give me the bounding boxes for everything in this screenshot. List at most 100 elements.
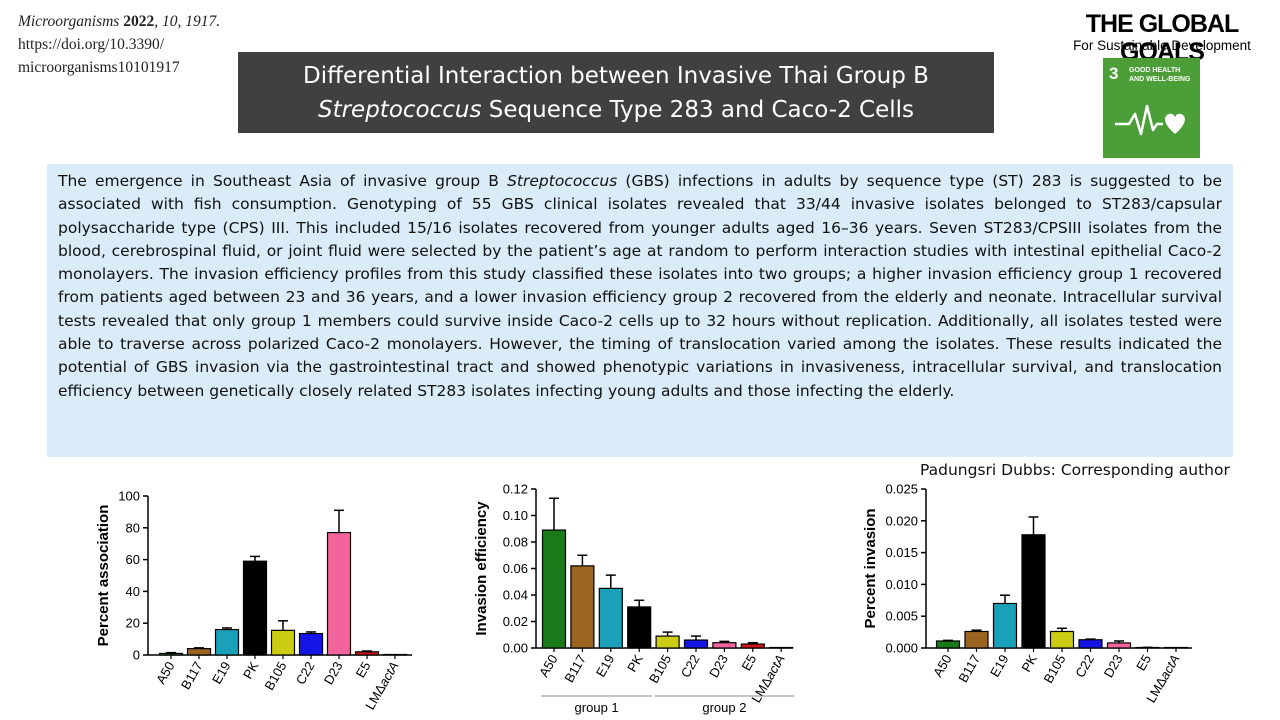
x-tick-label: C22	[1072, 652, 1097, 680]
y-tick-label: 0.06	[503, 561, 528, 576]
doi-line-1[interactable]: https://doi.org/10.3390/	[18, 36, 165, 53]
abstract-text-2: (GBS) infections in adults by sequence t…	[58, 172, 1223, 400]
bar-C22	[1078, 639, 1103, 649]
x-tick-label: D23	[706, 652, 731, 680]
x-tick-label: A50	[153, 659, 178, 687]
sdg3-tile: 3 GOOD HEALTH AND WELL-BEING	[1103, 58, 1200, 158]
journal-name: Microorganisms	[18, 13, 120, 30]
x-tick-label: E5	[353, 659, 374, 680]
x-tick-label: A50	[930, 652, 955, 680]
x-tick-label: D23	[321, 659, 346, 687]
title-line-1: Differential Interaction between Invasiv…	[303, 62, 929, 89]
bar-A50	[935, 640, 961, 649]
percent-association-chart: 0 20 40 60 80 100 Percent association A50 B117 E1…	[95, 489, 412, 712]
journal-year: 2022	[123, 13, 155, 30]
bar-E5	[740, 643, 765, 649]
y-tick-label: 80	[126, 520, 140, 535]
bar-B105	[655, 635, 680, 649]
global-goals-title: THE GLOBAL GOALS	[1085, 10, 1240, 66]
title-genus: Streptococcus	[317, 96, 482, 123]
global-goals-logo: THE GLOBAL GOALS For Sustainable Develop…	[1062, 8, 1258, 160]
x-tick-label: D23	[1101, 652, 1126, 680]
x-tick-label: PK	[624, 652, 646, 675]
bar-D23	[1106, 642, 1132, 649]
x-tick-label: PK	[1018, 652, 1040, 675]
group-label: group 1	[575, 700, 619, 715]
bar-B117	[964, 630, 989, 649]
sdg-label: GOOD HEALTH AND WELL-BEING	[1129, 67, 1191, 83]
title-box: Differential Interaction between Invasiv…	[238, 52, 994, 133]
x-tick-label: B105	[646, 652, 674, 686]
y-tick-label: 0.000	[885, 641, 918, 656]
bar-E19	[214, 628, 240, 656]
x-tick-label: B117	[955, 652, 983, 685]
x-tick-label: B105	[261, 659, 289, 693]
sdg-number: 3	[1109, 64, 1119, 83]
y-tick-label: 0.010	[885, 577, 918, 592]
y-tick-label: 0	[133, 648, 140, 663]
bar-PK	[627, 606, 652, 649]
journal-volume-page: , 10, 1917.	[154, 13, 221, 30]
title-line-2: Streptococcus Sequence Type 283 and Caco…	[238, 93, 994, 127]
bar-B105	[270, 629, 296, 656]
bar-C22	[298, 632, 324, 656]
bar-LMΔactA	[382, 653, 408, 656]
bar-LMΔactA	[769, 646, 794, 649]
y-axis-title: Invasion efficiency	[473, 501, 490, 636]
percent-invasion-chart: 0.000 0.005 0.010 0.015 0.020 0.025 Percent in…	[862, 482, 1192, 705]
y-tick-label: 20	[126, 616, 140, 631]
bar-D23	[326, 531, 352, 656]
x-tick-label: E19	[593, 652, 618, 680]
bar-E19	[992, 602, 1018, 649]
citation-journal-line: Microorganisms 2022, 10, 1917.	[18, 10, 248, 33]
x-tick-label: E19	[209, 659, 234, 687]
bar-B117	[186, 648, 212, 656]
x-tick-label: PK	[240, 659, 262, 682]
x-tick-label: A50	[536, 652, 561, 680]
y-axis-title: Percent association	[95, 505, 112, 647]
x-tick-label: B117	[561, 652, 589, 685]
citation: Microorganisms 2022, 10, 1917. https://d…	[18, 10, 248, 79]
y-tick-label: 0.005	[885, 609, 918, 624]
abstract-genus: Streptococcus	[507, 172, 618, 190]
doi-line-2[interactable]: microorganisms10101917	[18, 59, 180, 76]
bar-PK	[1021, 534, 1046, 649]
x-tick-label: E5	[1133, 652, 1154, 673]
x-tick-label: E19	[987, 652, 1012, 680]
y-tick-label: 0.015	[885, 545, 918, 560]
invasion-efficiency-chart: 0.00 0.02 0.04 0.06 0.08 0.10 0.12 Invasion eff…	[473, 482, 794, 715]
bar-E19	[598, 587, 623, 649]
y-tick-label: 100	[118, 489, 140, 504]
y-tick-label: 0.020	[885, 513, 918, 528]
bar-D23	[712, 642, 737, 649]
x-tick-label: B105	[1040, 652, 1068, 686]
bar-B105	[1049, 630, 1075, 649]
y-tick-label: 0.02	[503, 614, 528, 629]
title-rest: Sequence Type 283 and Caco-2 Cells	[481, 96, 914, 123]
bar-B117	[570, 565, 595, 649]
y-tick-label: 0.12	[503, 482, 528, 497]
global-goals-subtitle: For Sustainable Development	[1073, 38, 1251, 53]
abstract-text-1: The emergence in Southeast Asia of invas…	[58, 172, 508, 190]
y-axis-title: Percent invasion	[862, 508, 879, 628]
heartbeat-heart-icon	[1115, 104, 1185, 136]
abstract: The emergence in Southeast Asia of invas…	[47, 164, 1233, 457]
bar-PK	[242, 560, 268, 656]
y-tick-label: 0.04	[503, 588, 528, 603]
bar-A50	[541, 529, 567, 649]
y-tick-label: 60	[126, 552, 140, 567]
bar-E5	[354, 651, 380, 656]
x-tick-label: E5	[738, 652, 759, 673]
y-tick-label: 40	[126, 584, 140, 599]
x-tick-label: C22	[293, 659, 318, 687]
y-tick-label: 0.10	[503, 508, 528, 523]
x-tick-label: B117	[178, 659, 206, 692]
group-label: group 2	[702, 700, 746, 715]
y-tick-label: 0.025	[885, 482, 918, 497]
y-tick-label: 0.00	[503, 641, 528, 656]
bar-A50	[158, 652, 184, 656]
y-tick-label: 0.08	[503, 535, 528, 550]
x-tick-label: C22	[678, 652, 703, 680]
corresponding-author: Padungsri Dubbs: Corresponding author	[920, 461, 1230, 479]
bar-C22	[683, 639, 709, 649]
